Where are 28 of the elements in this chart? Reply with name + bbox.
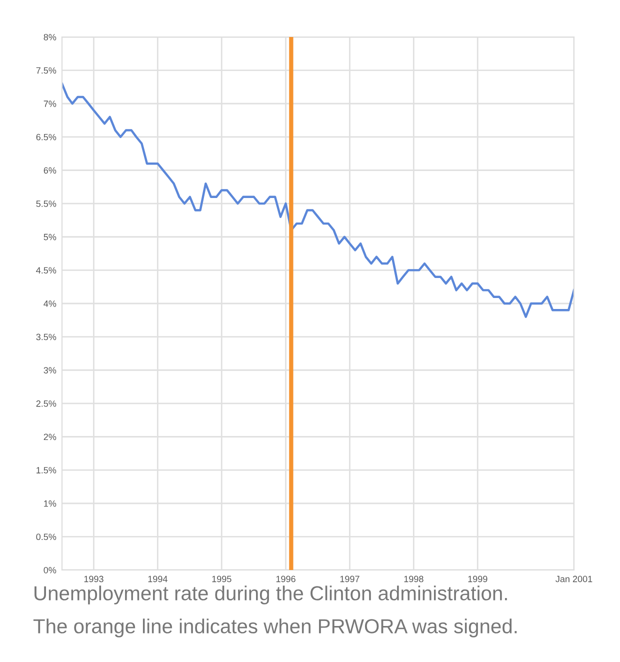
x-tick-label: 1998 [404, 576, 424, 582]
y-tick-label: 0% [44, 566, 56, 574]
y-tick-label: 1% [44, 500, 56, 507]
y-tick-label: 2.5% [36, 400, 56, 407]
x-tick-label: 1994 [148, 576, 168, 582]
y-tick-label: 0.5% [36, 534, 56, 540]
y-tick-label: 6.5% [36, 134, 56, 140]
text: Unemployment rate during the Clinton administration. [34, 586, 507, 604]
y-tick-label: 5.5% [36, 200, 56, 207]
y-tick-label: 4.5% [36, 267, 56, 274]
x-tick-label: Jan 2001 [556, 576, 592, 582]
line-series [62, 82, 574, 318]
y-tick-label: 4% [44, 300, 56, 307]
y-tick-label: 7% [44, 100, 56, 107]
y-tick-label: 1.5% [36, 467, 56, 474]
x-tick-label: 1996 [276, 576, 296, 582]
x-tick-label: 1993 [84, 576, 104, 582]
y-tick-label: 6% [44, 167, 56, 174]
y-tick-label: 5% [44, 234, 56, 240]
y-tick-label: 8% [44, 34, 56, 40]
y-tick-label: 3% [44, 367, 56, 374]
x-tick-label: 1997 [340, 576, 360, 582]
y-tick-label: 2% [44, 434, 56, 440]
x-tick-label: 1999 [468, 576, 488, 582]
y-tick-label: 7.5% [36, 67, 56, 74]
text: The orange line indicates when PRWORA was signed. [33, 618, 517, 638]
x-tick-label: 1995 [212, 576, 232, 582]
y-tick-label: 3.5% [36, 334, 56, 340]
